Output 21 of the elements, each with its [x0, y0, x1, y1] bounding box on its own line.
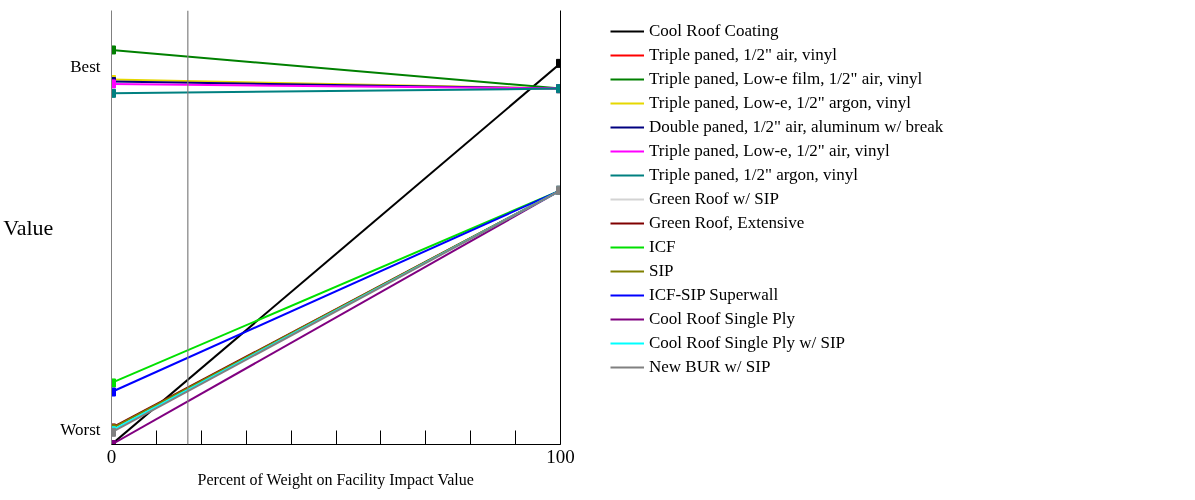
legend-label: Triple paned, Low-e film, 1/2" air, vinyl	[649, 68, 923, 90]
text: Worst	[60, 420, 101, 440]
legend-label: Triple paned, Low-e, 1/2" air, vinyl	[649, 140, 890, 162]
legend-label: Triple paned, 1/2" air, vinyl	[649, 44, 837, 66]
legend-label: Green Roof, Extensive	[649, 212, 805, 234]
legend-label: SIP	[649, 260, 674, 282]
legend-label: Double paned, 1/2" air, aluminum w/ break	[649, 116, 944, 138]
legend-label: ICF-SIP Superwall	[649, 284, 779, 306]
x-axis-title: Percent of Weight on Facility Impact Value	[197, 470, 474, 489]
text: Best	[70, 57, 101, 77]
legend-label: Cool Roof Single Ply w/ SIP	[649, 332, 846, 354]
legend-label: ICF	[649, 236, 676, 258]
legend-label: Triple paned, 1/2" argon, vinyl	[649, 164, 859, 186]
legend-label: Cool Roof Single Ply	[649, 308, 795, 330]
legend-label: Cool Roof Coating	[649, 20, 779, 42]
legend-label: Green Roof w/ SIP	[649, 188, 779, 210]
x-tick-label: 100	[546, 445, 575, 467]
legend-label: Triple paned, Low-e, 1/2" argon, vinyl	[649, 92, 911, 114]
y-axis-title: Value	[3, 215, 54, 240]
legend-label: New BUR w/ SIP	[649, 356, 771, 378]
x-tick-label: 0	[106, 445, 117, 467]
